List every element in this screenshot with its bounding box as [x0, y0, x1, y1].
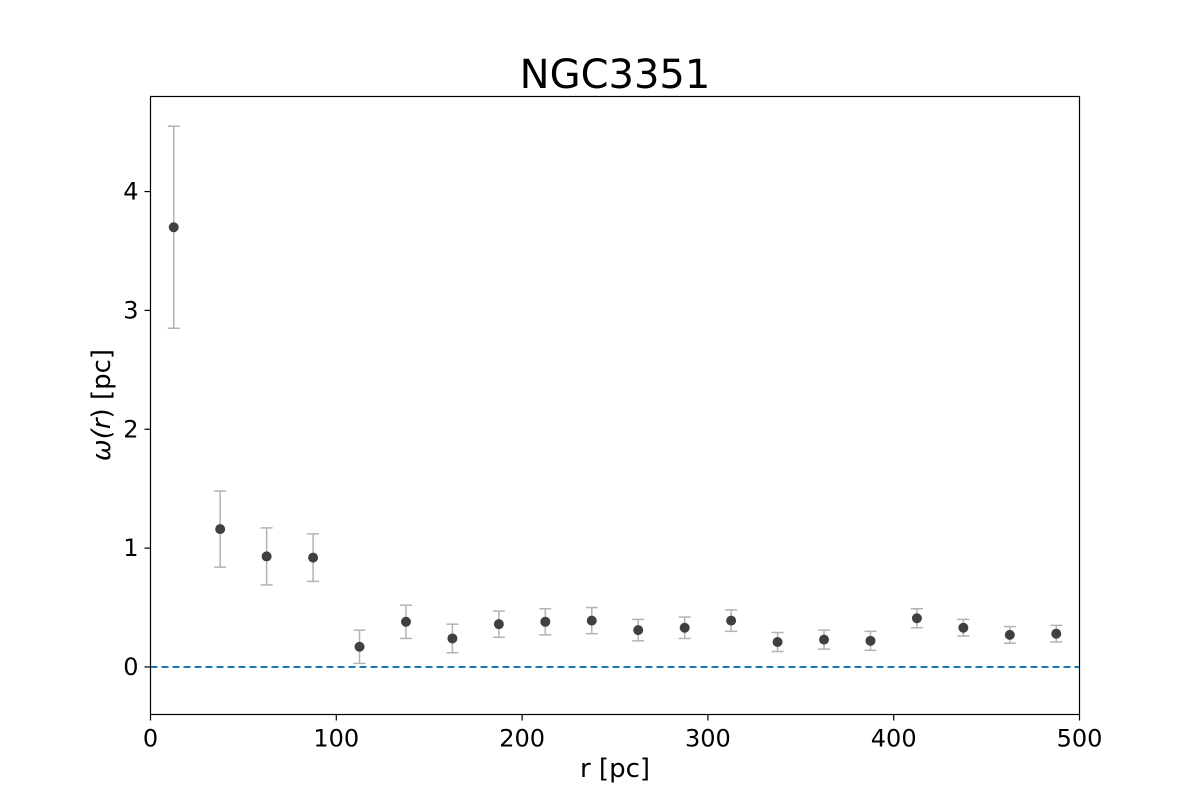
data-point-group — [1003, 625, 1016, 644]
data-point — [540, 616, 551, 627]
data-point-group — [1050, 624, 1063, 643]
data-point — [493, 619, 504, 630]
y-axis-label-variable: r — [87, 416, 117, 429]
x-axis-label: r [pc] — [580, 754, 650, 784]
y-tick-label: 1 — [123, 534, 138, 562]
data-point-group — [771, 631, 784, 653]
data-point — [679, 622, 690, 633]
data-point-group — [910, 607, 923, 629]
data-point-group — [167, 125, 180, 329]
data-point — [400, 616, 411, 627]
data-point — [633, 625, 644, 636]
y-tick-label: 3 — [123, 296, 138, 324]
x-tick-label: 0 — [143, 725, 158, 753]
data-point-group — [585, 606, 598, 635]
axes-frame — [149, 95, 1081, 716]
y-axis-label-unit: ) [pc] — [87, 349, 117, 419]
x-tick-label: 100 — [313, 725, 359, 753]
data-point — [447, 633, 458, 644]
x-axis: 0 100 200 300 400 500 — [143, 714, 1103, 753]
data-point — [726, 615, 737, 626]
y-axis-label: ω(r) [pc] — [87, 349, 117, 461]
data-point — [911, 613, 922, 624]
x-tick-label: 200 — [499, 725, 545, 753]
data-point — [772, 637, 783, 648]
x-tick-label: 300 — [685, 725, 731, 753]
y-axis: 0 1 2 3 4 — [123, 178, 151, 681]
data-point-group — [725, 609, 738, 633]
data-point — [865, 635, 876, 646]
x-tick-label: 400 — [871, 725, 917, 753]
data-point-group — [260, 527, 273, 586]
data-point-group — [492, 610, 505, 638]
data-point-group — [353, 629, 366, 665]
data-point-group — [214, 490, 227, 568]
data-point-group — [539, 607, 552, 636]
y-axis-label-symbol: ω( — [87, 427, 117, 461]
data-point — [308, 552, 319, 563]
data-point — [819, 634, 830, 645]
data-point — [586, 615, 597, 626]
data-point — [1004, 629, 1015, 640]
chart-title: NGC3351 — [520, 52, 711, 98]
data-point-group — [678, 616, 691, 640]
data-point-group — [446, 623, 459, 654]
data-point-group — [307, 533, 320, 583]
data-point-group — [399, 604, 412, 640]
data-point — [215, 524, 226, 535]
x-tick-label: 500 — [1057, 725, 1103, 753]
y-tick-label: 0 — [123, 653, 138, 681]
data-point — [1051, 628, 1062, 639]
data-point — [168, 222, 179, 233]
y-tick-label: 4 — [123, 178, 138, 206]
data-point-group — [957, 618, 970, 637]
data-point — [261, 551, 272, 562]
data-point-group — [632, 618, 645, 642]
y-tick-label: 2 — [123, 415, 138, 443]
data-point-group — [864, 630, 877, 652]
data-point — [958, 622, 969, 633]
plot-area — [150, 125, 1080, 668]
data-point-group — [818, 629, 831, 650]
data-point — [354, 641, 365, 652]
